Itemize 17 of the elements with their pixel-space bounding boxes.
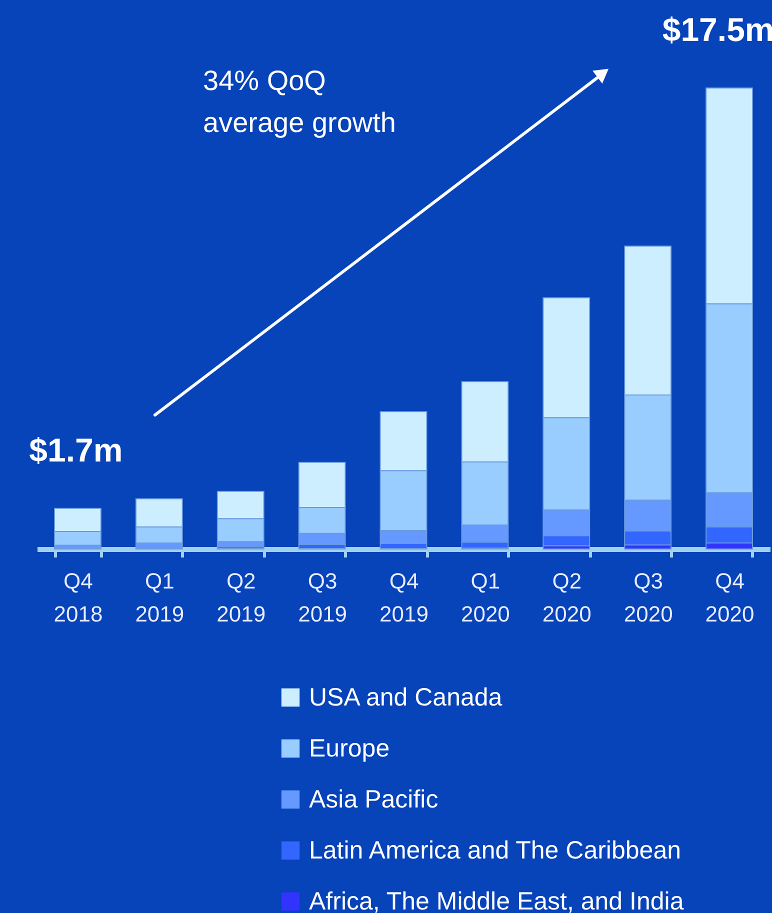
x-tick-label: Q4 2019 xyxy=(380,568,428,626)
annotation: 34% QoQ average growth xyxy=(203,65,396,138)
legend-label: Latin America and The Caribbean xyxy=(309,836,681,864)
legend-label: Asia Pacific xyxy=(309,786,438,814)
x-tick-label: Q2 2019 xyxy=(216,568,266,626)
annotation: $17.5m xyxy=(662,11,772,48)
x-tick-label: Q2 2020 xyxy=(542,568,592,626)
annotation: $1.7m xyxy=(29,431,123,468)
legend-label: USA and Canada xyxy=(309,684,502,712)
x-tick-label: Q4 2020 xyxy=(705,568,754,626)
x-tick-label: Q3 2019 xyxy=(298,568,348,626)
x-tick-label: Q3 2020 xyxy=(624,568,673,626)
x-tick-label: Q1 2019 xyxy=(135,568,184,626)
legend-label: Africa, The Middle East, and India xyxy=(309,888,684,913)
x-tick-label: Q4 2018 xyxy=(54,568,103,626)
legend-label: Europe xyxy=(309,734,390,762)
x-tick-label: Q1 2020 xyxy=(460,568,510,626)
